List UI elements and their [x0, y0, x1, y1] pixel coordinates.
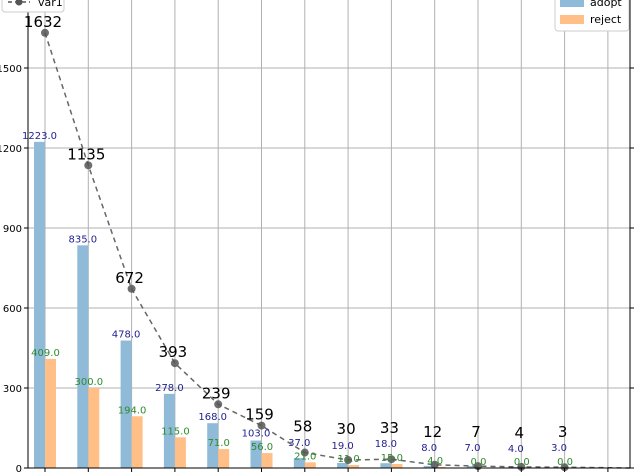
data-label-reject: 21.0 — [294, 451, 316, 462]
bar-reject — [88, 388, 100, 468]
var1-point — [257, 421, 266, 430]
legend-label: var1 — [38, 0, 63, 9]
data-label-adopt: 835.0 — [68, 234, 97, 245]
var1-point — [560, 463, 569, 472]
bar-adopt — [510, 466, 522, 468]
data-label-adopt: 7.0 — [465, 443, 481, 454]
data-label-adopt: 37.0 — [288, 438, 310, 449]
var1-point — [300, 448, 309, 457]
bar-adopt — [207, 423, 219, 468]
data-label-var1: 33 — [380, 419, 399, 437]
data-label-reject: 409.0 — [31, 348, 60, 359]
bar-reject — [434, 466, 446, 468]
bar-reject — [261, 453, 273, 468]
legend-var1: var1 — [1, 0, 65, 13]
bar-adopt — [467, 466, 478, 468]
data-label-reject: 71.0 — [208, 438, 230, 449]
data-label-reject: 56.0 — [251, 442, 273, 453]
y-tick-label: 900 — [3, 224, 22, 235]
data-label-adopt: 3.0 — [551, 443, 567, 454]
bar-adopt — [34, 141, 45, 468]
data-label-var1: 3 — [558, 423, 568, 441]
data-label-adopt: 1223.0 — [22, 131, 57, 142]
legend-label: reject — [590, 13, 622, 26]
var1-polyline — [44, 32, 631, 469]
data-label-var1: 58 — [293, 418, 312, 436]
data-label-var1: 30 — [337, 420, 356, 438]
bars — [34, 141, 565, 468]
data-label-var1: 393 — [159, 343, 188, 361]
data-label-reject: 115.0 — [161, 426, 190, 437]
data-label-reject: 0.0 — [471, 457, 487, 468]
data-label-var1: 1135 — [67, 145, 105, 163]
y-tick-label: 600 — [3, 304, 22, 315]
legend-swatch-reject — [560, 15, 584, 24]
data-label-reject: 194.0 — [118, 405, 147, 416]
data-label-adopt: 278.0 — [155, 383, 184, 394]
var1-line — [41, 28, 631, 472]
data-label-reject: 0.0 — [557, 457, 573, 468]
data-labels: 409.01223.01632300.0835.01135194.0478.06… — [22, 13, 573, 468]
data-label-adopt: 168.0 — [198, 412, 227, 423]
y-tick-label: 300 — [3, 384, 22, 395]
bar-reject — [45, 358, 56, 468]
data-label-adopt: 18.0 — [375, 439, 397, 450]
data-label-var1: 159 — [245, 406, 274, 424]
bar-adopt — [337, 462, 349, 468]
var1-point — [344, 456, 353, 464]
var1-point — [41, 28, 49, 37]
data-label-var1: 672 — [115, 269, 144, 287]
y-tick-label: 1200 — [0, 144, 22, 155]
bar-reject — [304, 462, 316, 468]
data-label-var1: 4 — [515, 424, 525, 442]
bar-reject — [348, 465, 360, 468]
data-label-var1: 12 — [423, 423, 442, 441]
data-label-var1: 7 — [471, 423, 481, 441]
var1-point — [387, 455, 396, 464]
bar-adopt — [250, 440, 262, 468]
grid — [28, 0, 630, 469]
var1-point — [430, 460, 439, 469]
bar-reject — [131, 416, 143, 468]
var1-point — [170, 359, 179, 368]
y-tick-label: 1500 — [0, 64, 22, 75]
data-label-adopt: 8.0 — [421, 443, 437, 454]
data-label-reject: 15.0 — [381, 453, 403, 464]
legend-label: adopt — [590, 0, 622, 9]
data-label-var1: 1632 — [24, 13, 62, 31]
legend-marker-icon — [15, 0, 23, 6]
y-tick-label: 0 — [16, 464, 22, 475]
bar-adopt — [77, 245, 89, 468]
bar-adopt — [163, 393, 175, 468]
var1-point — [84, 161, 93, 170]
var1-point — [127, 284, 136, 293]
data-label-adopt: 103.0 — [242, 429, 271, 440]
bar-reject — [391, 464, 403, 468]
data-label-adopt: 19.0 — [331, 441, 353, 452]
data-label-adopt: 478.0 — [112, 330, 141, 341]
legend-bars: adopt reject — [554, 0, 630, 32]
bar-adopt — [120, 340, 132, 468]
data-label-reject: 0.0 — [514, 457, 530, 468]
bar-adopt — [423, 465, 435, 468]
var1-point — [214, 400, 223, 409]
data-label-adopt: 4.0 — [508, 444, 524, 455]
data-label-var1: 239 — [202, 384, 231, 402]
var1-point — [517, 462, 526, 471]
data-label-reject: 4.0 — [427, 456, 443, 467]
bar-reject — [174, 437, 186, 468]
bar-reject — [218, 449, 230, 468]
data-label-reject: 300.0 — [74, 377, 103, 388]
data-label-reject: 11.0 — [337, 454, 359, 465]
bar-adopt — [293, 458, 305, 468]
bar-adopt — [380, 463, 392, 468]
legend-swatch-adopt — [560, 0, 584, 7]
